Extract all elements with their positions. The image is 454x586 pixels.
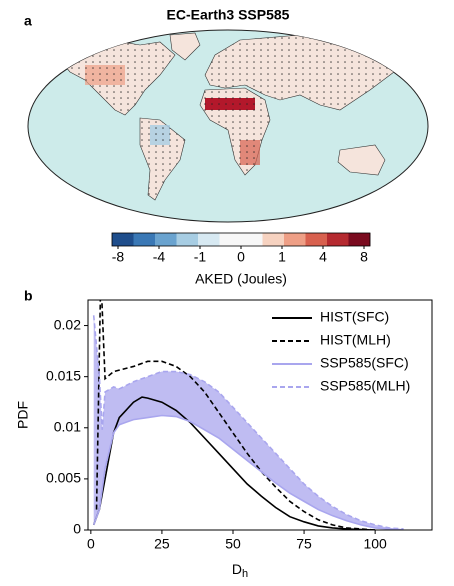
colorbar-segment <box>198 233 220 246</box>
series-line <box>92 414 404 530</box>
x-axis-label: Dh <box>232 561 248 580</box>
axes-frame <box>87 299 433 531</box>
plot-area <box>92 300 404 530</box>
colorbar-tick-label: -4 <box>153 249 166 265</box>
colorbar-segment <box>219 233 242 246</box>
series-line <box>92 396 376 530</box>
series-line <box>95 300 376 530</box>
legend-label: HIST(SFC) <box>320 309 389 325</box>
colorbar-segment <box>348 233 371 246</box>
panel-label: a <box>24 13 32 29</box>
continents <box>59 32 411 201</box>
x-axis-label-sub: h <box>242 568 248 580</box>
y-tick-label: 0.005 <box>46 470 81 486</box>
colorbar-segment <box>262 233 285 246</box>
colorbar-tick-label: 4 <box>319 249 327 265</box>
legend-label: SSP585(MLH) <box>320 378 410 394</box>
colorbar-label: AKED (Joules) <box>195 271 287 287</box>
colorbar-segment <box>133 233 156 246</box>
colorbar-segment <box>176 233 199 246</box>
y-tick-label: 0.02 <box>54 316 81 332</box>
colorbar-tick-label: -1 <box>194 249 207 265</box>
y-tick-label: 0 <box>73 521 81 537</box>
x-axis-label-main: D <box>232 561 242 577</box>
greenland <box>169 32 201 61</box>
x-tick-label: 50 <box>225 536 241 552</box>
map <box>27 29 429 223</box>
panel-label: b <box>24 288 33 304</box>
colorbar-tick-label: -8 <box>112 249 125 265</box>
y-axis-label: PDF <box>15 401 31 429</box>
colorbar-segment <box>327 233 349 246</box>
colorbar-tick-label: 0 <box>237 249 245 265</box>
colorbar-segment <box>155 233 177 246</box>
stippling <box>60 35 410 200</box>
colorbar-tick-label: 1 <box>278 249 286 265</box>
legend-label: SSP585(SFC) <box>320 355 409 371</box>
colorbar-segment <box>241 233 263 246</box>
y-tick-label: 0.015 <box>46 367 81 383</box>
y-tick-label: 0.01 <box>54 418 81 434</box>
chart-title: EC-Earth3 SSP585 <box>167 7 290 23</box>
x-tick-label: 25 <box>154 536 170 552</box>
x-tick-label: 0 <box>87 536 95 552</box>
legend-label: HIST(MLH) <box>320 332 391 348</box>
colorbar-segment <box>112 233 134 246</box>
x-tick-label: 75 <box>296 536 312 552</box>
colorbar-segment <box>305 233 328 246</box>
colorbar-segment <box>284 233 306 246</box>
australia <box>337 144 386 176</box>
colorbar-tick-label: 8 <box>360 249 368 265</box>
x-tick-label: 100 <box>363 536 387 552</box>
series-line <box>92 315 404 530</box>
